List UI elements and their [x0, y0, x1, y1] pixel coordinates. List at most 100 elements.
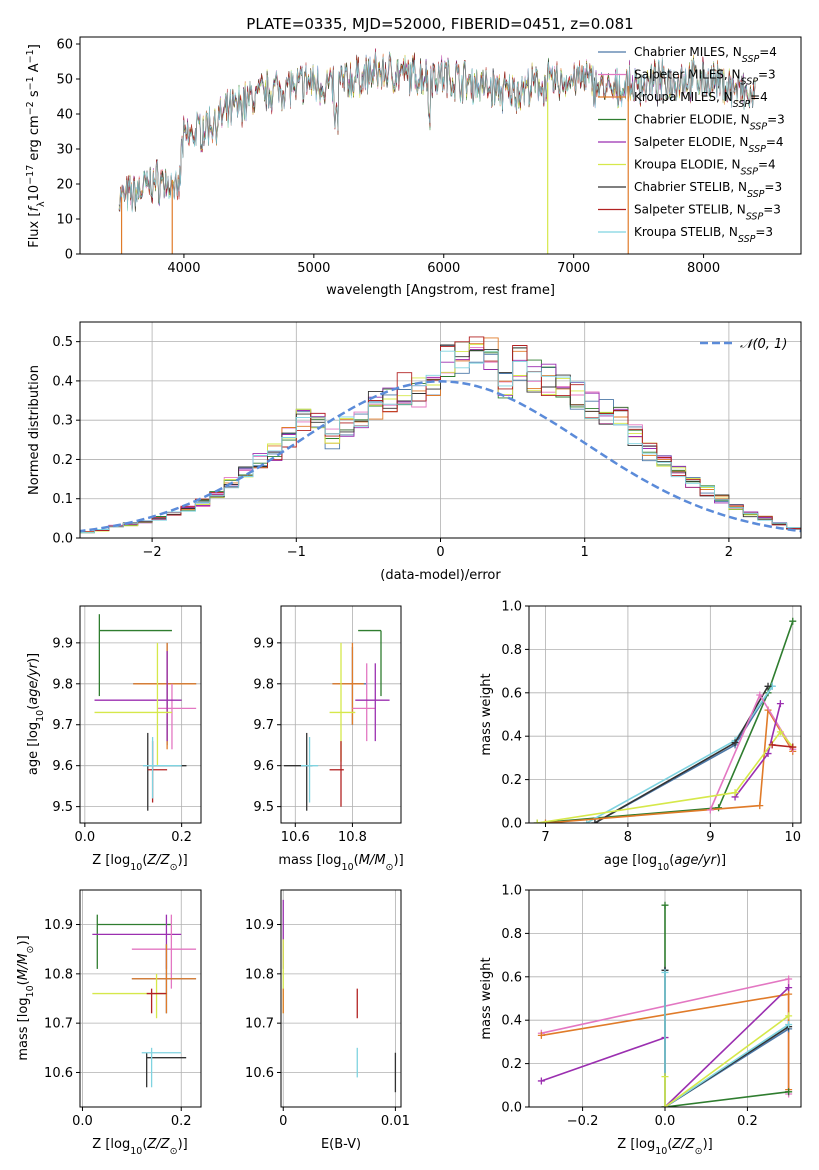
x-tick-label: −1	[287, 545, 306, 560]
x-tick-label: 0.2	[737, 1114, 758, 1129]
label-part: −1	[25, 76, 36, 90]
plot-area	[92, 914, 197, 1088]
label-part: Chabrier STELIB, N	[634, 180, 747, 194]
x-tick-label: 0.01	[381, 1114, 410, 1129]
label-part: Chabrier MILES, N	[634, 45, 742, 59]
label-part: λ	[36, 201, 47, 207]
y-tick-label: 0.3	[52, 414, 73, 429]
y-tick-label: 10.7	[44, 1017, 73, 1032]
y-tick-label: 10.9	[44, 918, 73, 933]
weight-line-kroupa_stelib	[664, 972, 790, 1107]
y-tick-label: 9.9	[253, 636, 274, 651]
label-part: f	[27, 205, 42, 212]
y-tick-label: 9.9	[52, 636, 73, 651]
x-tick-label: 6000	[427, 261, 460, 276]
panel-weight_vs_age: 7 8 9 10 0.0 0.2 0.4 0.6 0.8 1.0	[501, 600, 802, 845]
label-part: A	[27, 63, 42, 76]
label-part: mass [log	[278, 853, 341, 868]
y-tick-label: 0.8	[501, 927, 522, 942]
figure-title: PLATE=0335, MJD=52000, FIBERID=0451, z=0…	[246, 15, 633, 33]
label-part: )]	[26, 653, 41, 663]
legend-entry: Salpeter ELODIE, NSSP=4	[634, 135, 784, 155]
weight-marker	[661, 901, 669, 909]
plot-area	[94, 614, 197, 811]
plot-area	[80, 336, 801, 538]
label-part: Z [log	[92, 853, 130, 868]
label-part: s	[27, 90, 42, 101]
weight-marker	[776, 700, 784, 708]
weight-marker	[541, 819, 549, 823]
weight-marker	[764, 750, 772, 758]
panel-residuals: −2 −1 0 1 2 0.0 0.1 0.2 0.3 0.4 0.5 𝒩(0, 1)	[52, 321, 802, 560]
weight-line-kroupa_miles	[545, 707, 794, 823]
label-part: M/M	[359, 853, 386, 868]
axes: −2 −1 0 1 2 0.0 0.1 0.2 0.3 0.4 0.5 𝒩(0, 1)	[52, 321, 802, 560]
label-part: M/M	[16, 953, 31, 980]
weight-marker	[768, 741, 776, 749]
axes: 7 8 9 10 0.0 0.2 0.4 0.6 0.8 1.0	[501, 600, 802, 845]
weight-line-kroupa_elodie	[664, 1015, 790, 1107]
label-part: Z [log	[92, 1137, 130, 1152]
label-part: )]	[16, 935, 31, 945]
y-tick-label: 0.2	[52, 453, 73, 468]
y-tick-label: 0	[65, 248, 73, 263]
axes-frame	[79, 321, 802, 539]
y-tick-label: 1.0	[501, 884, 522, 899]
hist-step-kroupa_stelib	[80, 350, 801, 538]
weight-marker	[785, 1021, 793, 1029]
y-tick-label: 10.6	[44, 1066, 73, 1081]
weight-marker	[789, 743, 797, 751]
y-tick-label: 10.9	[245, 918, 274, 933]
x-axis-label: age [log10(age/yr)]	[604, 853, 726, 873]
label-part: =4	[766, 135, 784, 149]
y-tick-label: 0.1	[52, 492, 73, 507]
y-tick-label: 9.7	[253, 718, 274, 733]
label-part: ⊙	[170, 862, 178, 873]
x-tick-label: 1	[581, 545, 589, 560]
y-tick-label: 9.5	[253, 800, 274, 815]
label-part: Kroupa ELODIE, N	[634, 158, 741, 172]
label-part: age/yr	[26, 661, 41, 704]
label-part: Kroupa STELIB, N	[634, 225, 738, 239]
label-part: SSP	[750, 121, 768, 132]
axes: 4000 5000 6000 7000 8000 0 10 20 30 40 50 60 Chabrie…	[56, 36, 802, 276]
label-part: age/yr	[674, 853, 717, 868]
label-part: Chabrier ELODIE, N	[634, 113, 750, 127]
label-part: age [log	[604, 853, 657, 868]
label-part: Kroupa MILES, N	[634, 90, 733, 104]
axes: −0.2 0.0 0.2 0.0 0.2 0.4 0.6 0.8 1.0	[501, 884, 802, 1129]
panel-age_vs_Z: 0.0 0.2 9.5 9.6 9.7 9.8 9.9	[52, 605, 202, 845]
y-tick-label: 9.8	[52, 677, 73, 692]
label-part: =3	[767, 113, 785, 127]
weight-line-kroupa_stelib	[586, 685, 773, 823]
x-tick-label: 2	[725, 545, 733, 560]
label-part: =4	[758, 158, 776, 172]
x-tick-label: 9	[706, 830, 714, 845]
weight-marker	[756, 691, 764, 699]
label-part: −1	[25, 49, 36, 63]
y-tick-label: 9.8	[253, 677, 274, 692]
y-axis-label: age [log10(age/yr)]	[26, 653, 46, 775]
y-tick-label: 1.0	[501, 600, 522, 615]
y-tick-label: 20	[56, 178, 73, 193]
label-part: −2	[25, 101, 36, 115]
label-part: (	[16, 980, 31, 985]
label-part: SSP	[741, 76, 759, 87]
legend-entry: 𝒩(0, 1)	[740, 337, 787, 352]
x-tick-label: 7000	[557, 261, 590, 276]
weight-line-kroupa_elodie	[537, 730, 794, 823]
x-tick-label: 10	[784, 830, 801, 845]
y-axis-label: Normed distribution	[27, 365, 42, 495]
weight-marker	[706, 806, 714, 814]
legend-entry: Chabrier MILES, NSSP=4	[634, 45, 777, 65]
label-part: −17	[25, 165, 36, 185]
y-tick-label: 0.5	[52, 335, 73, 350]
y-axis-label: mass weight	[479, 673, 494, 755]
legend-entry: Kroupa ELODIE, NSSP=4	[634, 158, 776, 178]
y-tick-label: 50	[56, 73, 73, 88]
label-part: SSP	[746, 211, 764, 222]
panel-weight_vs_Z: −0.2 0.0 0.2 0.0 0.2 0.4 0.6 0.8 1.0	[501, 884, 802, 1129]
label-part: 10	[27, 185, 42, 202]
